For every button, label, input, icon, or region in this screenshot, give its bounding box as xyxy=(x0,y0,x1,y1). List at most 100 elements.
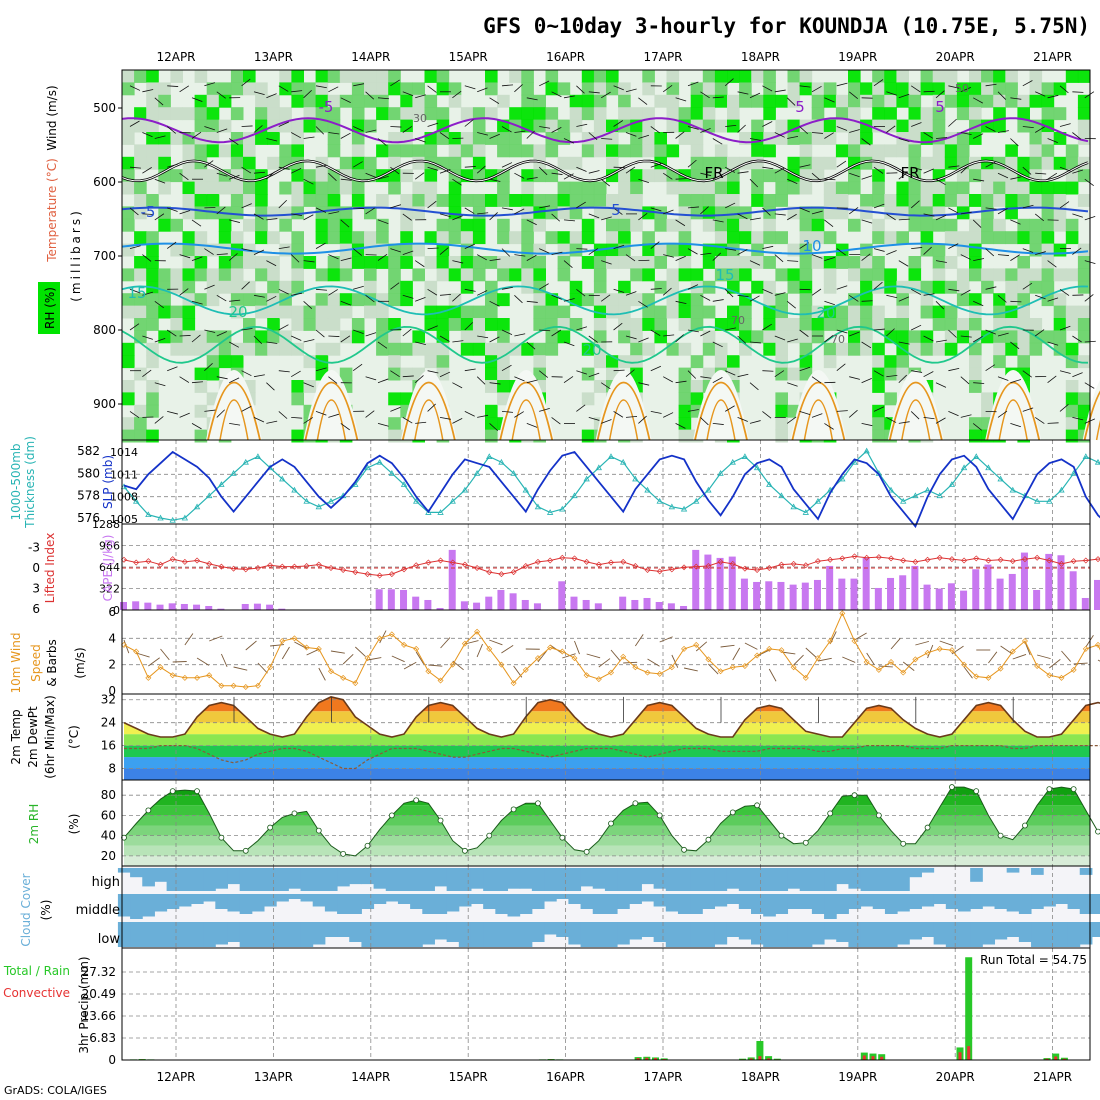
cloud-level-label: high xyxy=(92,875,120,890)
wind-barb xyxy=(315,411,327,416)
rh-cell xyxy=(557,268,571,282)
rh-cell xyxy=(690,305,704,319)
wind-barb xyxy=(886,294,898,299)
cape-bar xyxy=(765,581,773,610)
wind10-barb xyxy=(586,653,601,659)
wind-barb xyxy=(935,339,947,343)
rh-cell xyxy=(303,318,317,331)
cloud-cell xyxy=(568,868,582,891)
cape-bar xyxy=(1094,579,1100,610)
rh-cell xyxy=(981,70,994,83)
rh-cell xyxy=(485,367,498,381)
wind-barb xyxy=(315,242,326,249)
wind-barb xyxy=(464,368,476,372)
li-point xyxy=(681,564,688,571)
rh-cell xyxy=(436,355,450,369)
cloud-cell xyxy=(410,868,423,891)
rh-cell xyxy=(969,218,982,232)
cape-bar xyxy=(521,599,529,610)
rh-cell xyxy=(533,206,546,220)
cape-bar xyxy=(1033,589,1041,610)
thickness-point xyxy=(571,492,578,499)
rh-cell xyxy=(146,342,159,356)
wind-barb xyxy=(997,294,1007,303)
rh-cell xyxy=(884,119,897,133)
cloud-cell xyxy=(519,868,533,889)
cloud-cell xyxy=(251,922,265,947)
wind-barb xyxy=(501,162,513,168)
rh-cell xyxy=(811,107,825,121)
thickness-point xyxy=(790,503,797,510)
rh-cell xyxy=(412,243,425,257)
rh-cell xyxy=(206,293,220,307)
rh-cell xyxy=(303,119,317,133)
cloud-cell xyxy=(824,868,837,891)
cape-bar xyxy=(935,588,943,610)
rh-cell xyxy=(993,342,1006,356)
rh-cell xyxy=(267,280,280,294)
rh-cell xyxy=(956,107,970,121)
precip-conv-bar xyxy=(958,1052,962,1060)
wind-barb xyxy=(997,130,1009,133)
wind-barb xyxy=(588,248,599,255)
rh-cell xyxy=(569,206,583,220)
rh-cell xyxy=(969,293,982,307)
cloud-cell xyxy=(300,868,314,891)
li-point xyxy=(924,556,931,563)
wind-barb xyxy=(898,93,910,99)
cape-bar xyxy=(777,581,785,610)
cloud-cell xyxy=(556,922,569,937)
rh-cell xyxy=(315,342,329,356)
rh-cell xyxy=(497,380,510,393)
wind-barb xyxy=(824,219,834,227)
wind-barb xyxy=(390,406,401,412)
precip-ylabel-1: 3hr Precip (mm) xyxy=(77,956,91,1053)
rh-cell xyxy=(654,243,667,257)
rh-cell xyxy=(932,318,946,331)
rh-cell xyxy=(775,194,788,207)
cloud-cell xyxy=(154,922,168,947)
wind-barb xyxy=(638,212,648,221)
rh-cell xyxy=(799,206,813,220)
cloud-cell xyxy=(1031,922,1044,947)
cloud-cell xyxy=(422,868,435,891)
rh-cell xyxy=(448,144,462,158)
rh-cell xyxy=(364,119,377,133)
rh-cell xyxy=(1077,94,1091,108)
wind-barb xyxy=(960,414,972,418)
rh-cell xyxy=(642,243,655,257)
wind-barb xyxy=(538,166,548,176)
rh-cell xyxy=(569,181,583,195)
wind-ylabel-3: & Barbs xyxy=(45,639,59,687)
wind-barb xyxy=(526,219,537,226)
wind-barb xyxy=(377,97,389,100)
cloud-cell xyxy=(702,894,715,909)
thickness-point xyxy=(181,514,189,521)
rh-cell xyxy=(158,156,171,170)
rh-cell xyxy=(811,218,825,232)
rh-cell xyxy=(134,305,147,319)
wind-barb xyxy=(712,377,723,384)
wind-barb xyxy=(439,169,451,174)
rh-cell xyxy=(884,94,897,108)
rh-cell xyxy=(581,82,595,96)
thickness-ytick: 580 xyxy=(77,466,100,480)
thickness-point xyxy=(693,497,700,504)
rh-cell xyxy=(702,194,716,207)
rh-cell xyxy=(581,181,595,195)
rh-cell xyxy=(581,256,595,269)
cape-bar xyxy=(728,556,736,610)
wind-barb xyxy=(1047,138,1058,143)
wind-barb xyxy=(514,411,524,418)
rh-cell xyxy=(485,318,498,331)
cloud-cell xyxy=(909,922,922,940)
wind-barb xyxy=(216,376,228,380)
wind-barb xyxy=(328,376,338,384)
rh-cell xyxy=(799,82,813,96)
cloud-cell xyxy=(604,868,618,891)
rh-cell xyxy=(533,293,546,307)
rh-cell xyxy=(255,218,268,232)
wind-barb xyxy=(737,171,749,174)
rh-cell xyxy=(424,194,438,207)
wind10-point xyxy=(583,672,590,679)
